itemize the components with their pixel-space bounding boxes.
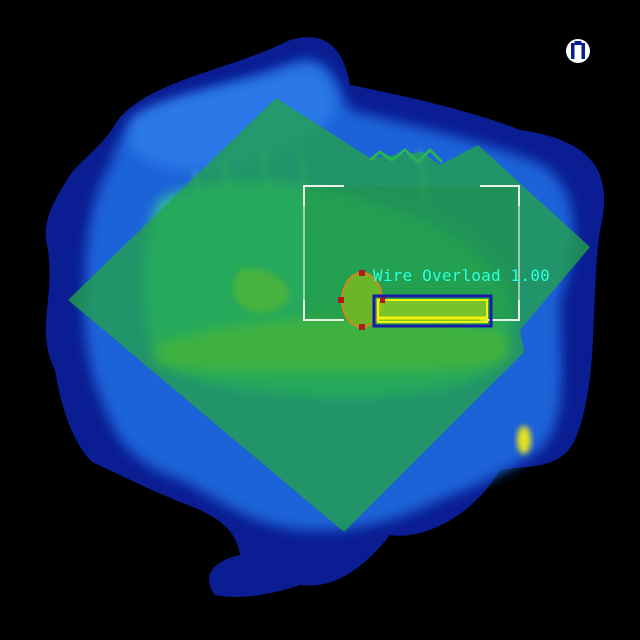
detection-box [372, 294, 493, 328]
overlay-notch [369, 147, 444, 165]
detection-class-name: Wire Overload [373, 266, 501, 285]
thermal-camera-logo-icon [566, 39, 590, 63]
detection-label: Wire Overload 1.00 [373, 266, 550, 286]
segmentation-overlay [68, 98, 590, 532]
detection-score: 1.00 [510, 266, 551, 285]
heat-spot-right [517, 426, 531, 454]
